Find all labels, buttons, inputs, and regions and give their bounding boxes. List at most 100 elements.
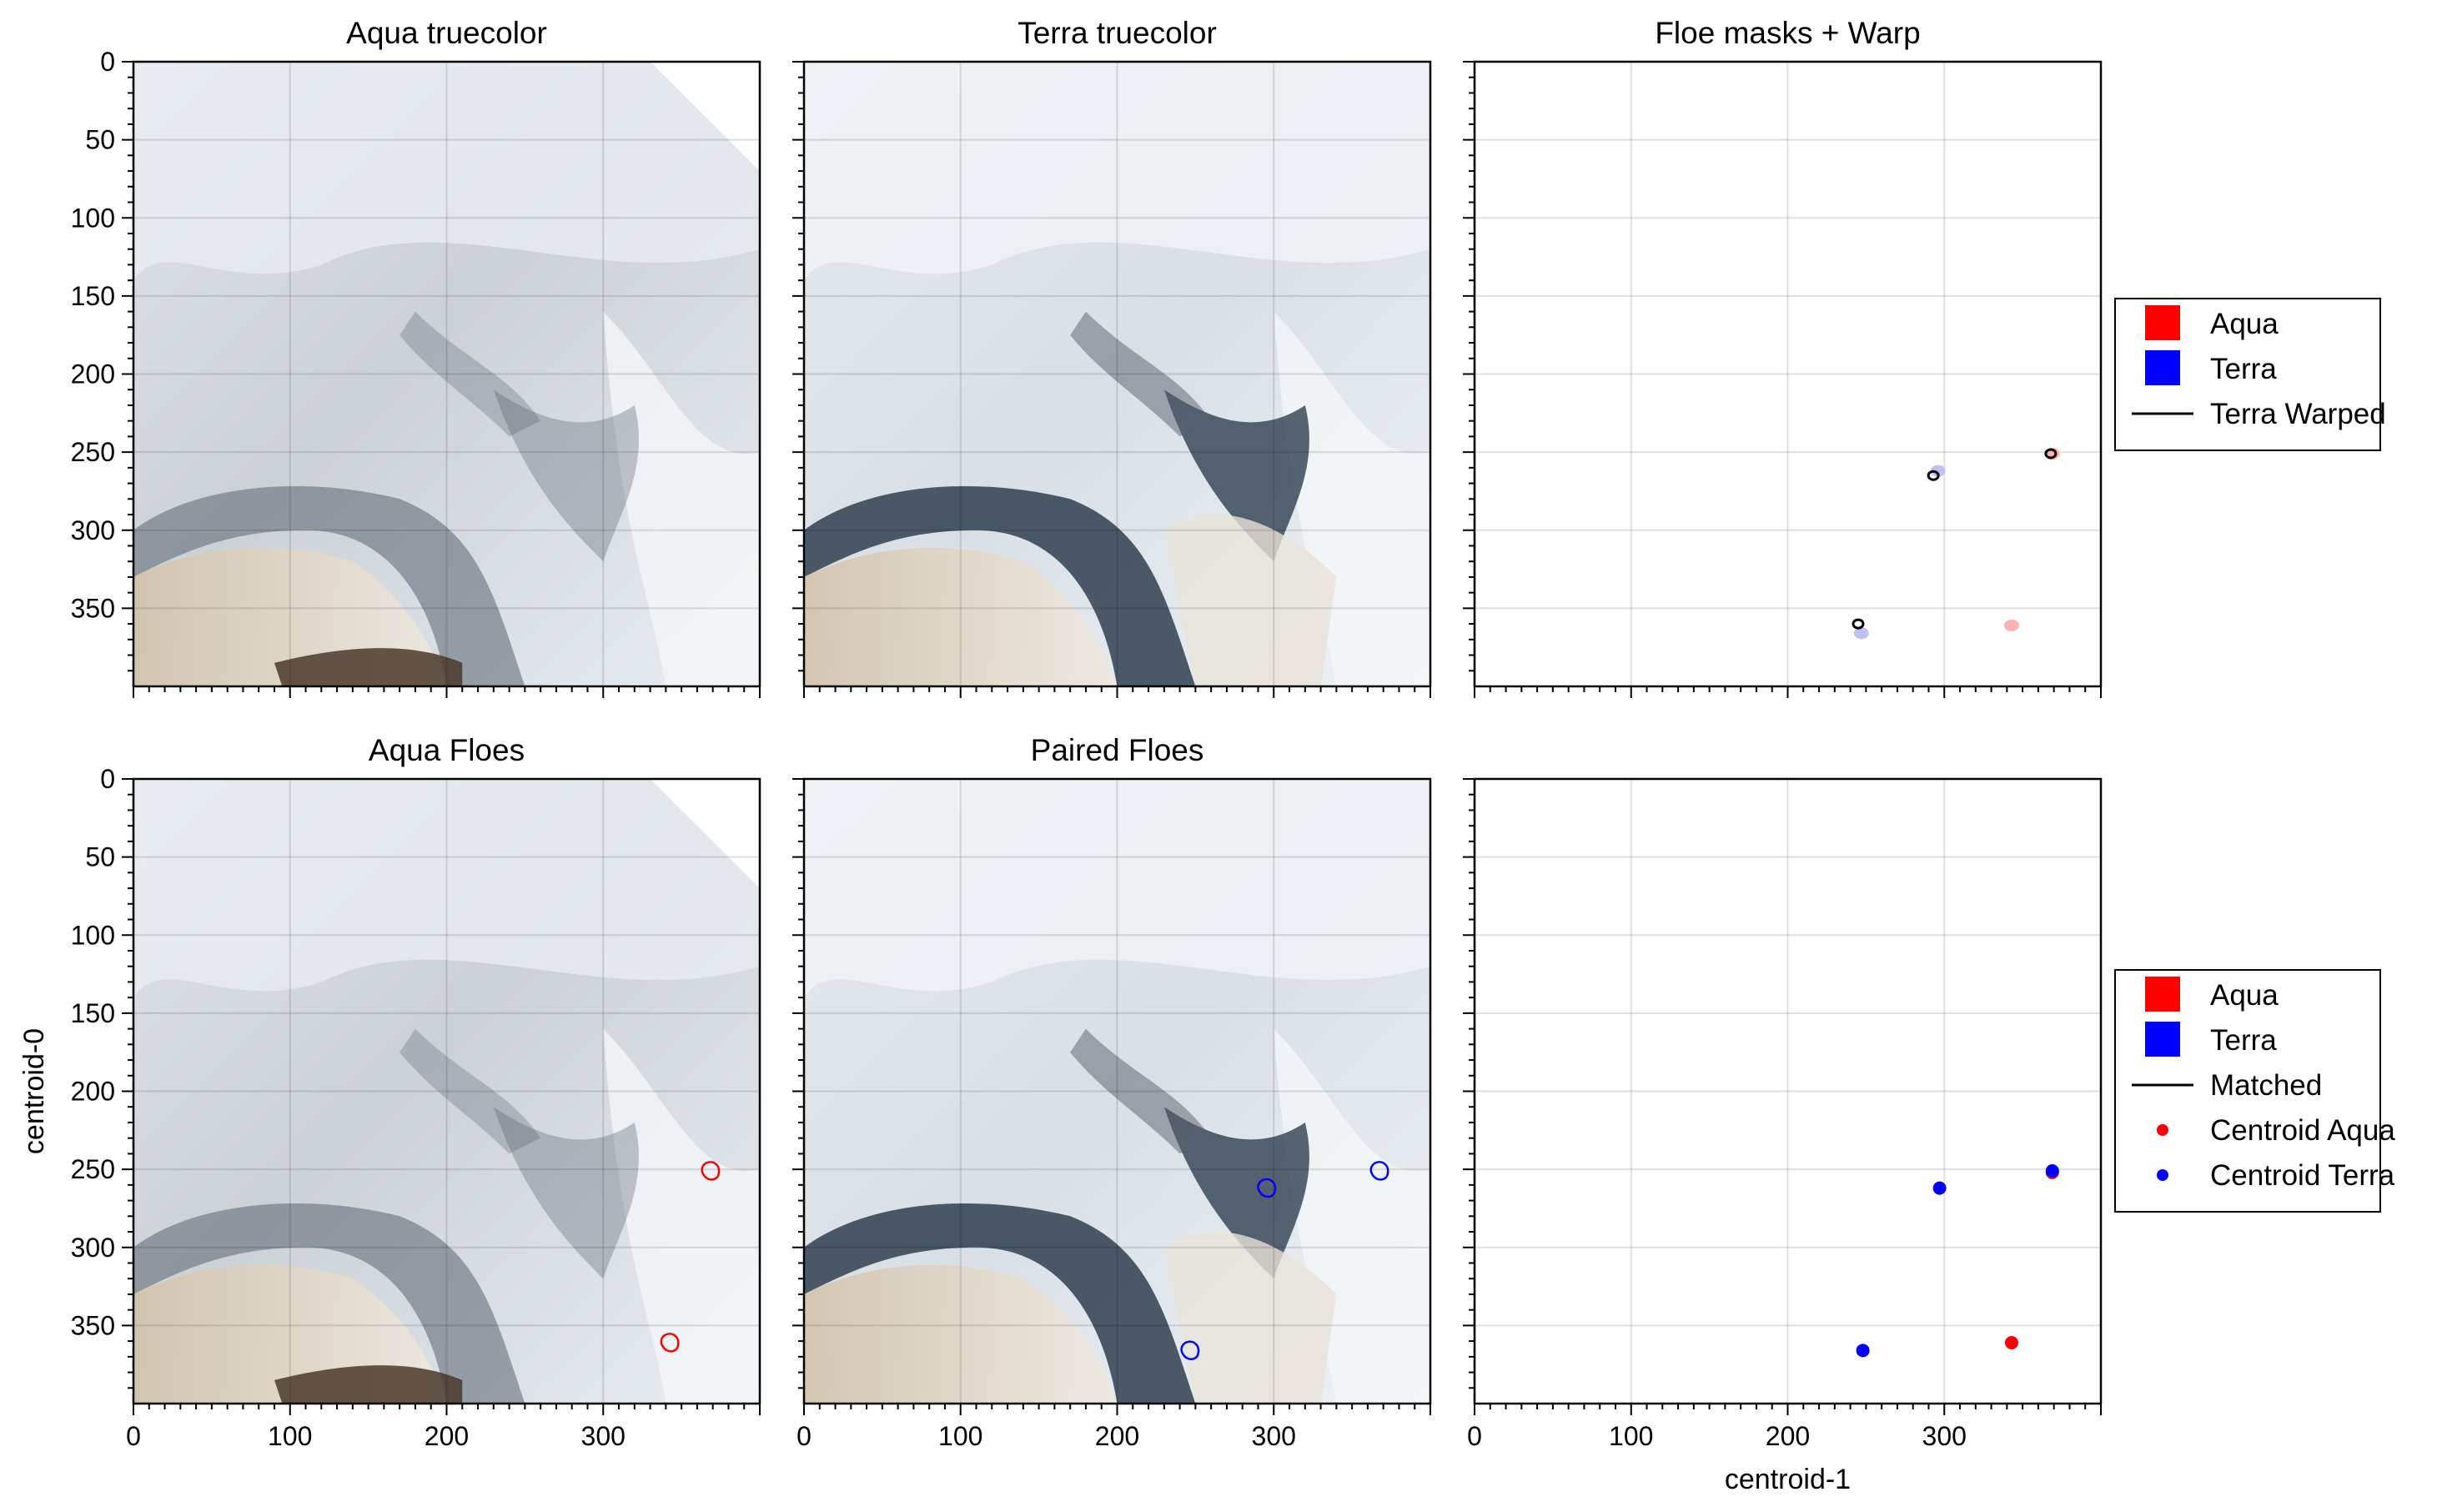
open-water [493,1107,639,1279]
open-water [493,389,639,562]
plot-background [1475,62,2101,686]
centroid-point [1856,1344,1870,1358]
legend-patch [2145,305,2180,340]
plot-background [1475,779,2101,1404]
panel-1: 0 50 100 150 200 250 300 350 Aqua truecolor [71,16,761,698]
y-tick-label: 300 [71,1233,115,1263]
floe-outline [1369,1161,1389,1181]
dark-streak [399,1028,541,1154]
panel-2: Terra truecolor [792,16,1432,698]
dark-streak [1070,311,1212,437]
x-tick-label: 200 [425,1421,469,1451]
snow-region [133,62,760,281]
sea-channel [133,1203,525,1404]
open-water [1163,389,1309,562]
warp-outline [1852,618,1865,630]
x-tick-label: 100 [1609,1421,1653,1451]
legend-patch [2145,977,2180,1012]
centroid-point [2045,1163,2059,1178]
floe-outline [1180,1340,1200,1360]
legend-dot [2157,1169,2168,1181]
x-tick-label: 0 [796,1421,811,1451]
mask-blob [1853,627,1869,640]
panel-5: 0 100 200 300 Paired Floes [792,733,1432,1451]
dark-streak [399,311,541,437]
swath-edge [650,62,760,172]
panel-4: 0 50 100 150 200 250 300 350 0 100 200 300 Aqua Floe… [18,733,761,1451]
y-tick-label: 250 [71,1154,115,1184]
legend-label: Terra Warped [2210,398,2386,430]
y-tick-label: 150 [71,281,115,311]
panel-title: Floe masks + Warp [1655,16,1920,50]
sea-channel [804,1203,1196,1404]
snow-region [603,1028,760,1404]
legend-patch [2145,1022,2180,1057]
panel-title: Paired Floes [1031,733,1204,767]
legend-label: Matched [2210,1069,2322,1102]
x-tick-label: 300 [1922,1421,1967,1451]
legend-dot [2157,1124,2168,1136]
panel-title: Aqua truecolor [346,16,547,50]
y-tick-label: 250 [71,437,115,467]
floe-outline [1257,1178,1277,1198]
mask-blob [1930,465,1946,477]
y-tick-label: 350 [71,593,115,623]
snow-region [804,779,1430,998]
snow-region [1274,311,1430,686]
panel-title: Aqua Floes [369,733,525,767]
ice-field [1163,1232,1337,1404]
snow-region [133,779,760,998]
warp-outline [1927,470,1940,481]
y-tick-label: 0 [100,47,115,77]
legend-label: Terra [2210,1024,2277,1057]
panel-6: Aqua Terra Matched Centroid Aqua Centroid Te… [1463,777,2395,1495]
panel-title: Terra truecolor [1018,16,1217,50]
y-tick-label: 50 [85,125,115,155]
x-axis-label: centroid-1 [1725,1464,1851,1495]
x-tick-label: 300 [1252,1421,1296,1451]
x-tick-label: 100 [938,1421,982,1451]
floe-outline [701,1161,721,1181]
legend-label: Aqua [2210,308,2279,340]
x-tick-label: 200 [1766,1421,1810,1451]
y-axis-label: centroid-0 [18,1028,50,1154]
snow-region [603,311,760,686]
y-tick-label: 0 [100,764,115,794]
y-tick-label: 100 [71,920,115,950]
legend-label: Centroid Terra [2210,1159,2395,1192]
y-tick-label: 200 [71,1077,115,1107]
snow-region [1274,1028,1430,1404]
y-tick-label: 150 [71,998,115,1028]
sea-channel [133,485,525,686]
legend-label: Aqua [2210,979,2279,1012]
centroid-point [1932,1181,1947,1195]
snow-region [804,62,1430,281]
y-tick-label: 100 [71,203,115,233]
dark-coast [274,1365,463,1404]
warp-outline [2044,448,2058,460]
swath-edge [650,779,760,889]
dark-coast [274,648,463,686]
y-tick-label: 350 [71,1310,115,1340]
x-tick-label: 0 [126,1421,141,1451]
centroid-point [2004,1335,2018,1349]
legend-label: Terra [2210,353,2277,385]
sea-channel [804,485,1196,686]
x-tick-label: 200 [1095,1421,1139,1451]
ice-field [1163,515,1337,686]
mask-blob [2003,619,2019,631]
floe-outline [660,1333,680,1353]
dark-streak [1070,1028,1212,1154]
open-water [1163,1107,1309,1279]
x-tick-label: 100 [268,1421,312,1451]
y-tick-label: 50 [85,842,115,872]
legend-patch [2145,350,2180,385]
x-tick-label: 300 [581,1421,626,1451]
mountain-terrain [804,547,1118,686]
y-tick-label: 300 [71,515,115,545]
panel-3: Aqua Terra Terra Warped Floe masks + Warp [1463,16,2386,698]
mountain-terrain [804,1264,1118,1404]
legend-label: Centroid Aqua [2210,1114,2395,1147]
x-tick-label: 0 [1467,1421,1482,1451]
